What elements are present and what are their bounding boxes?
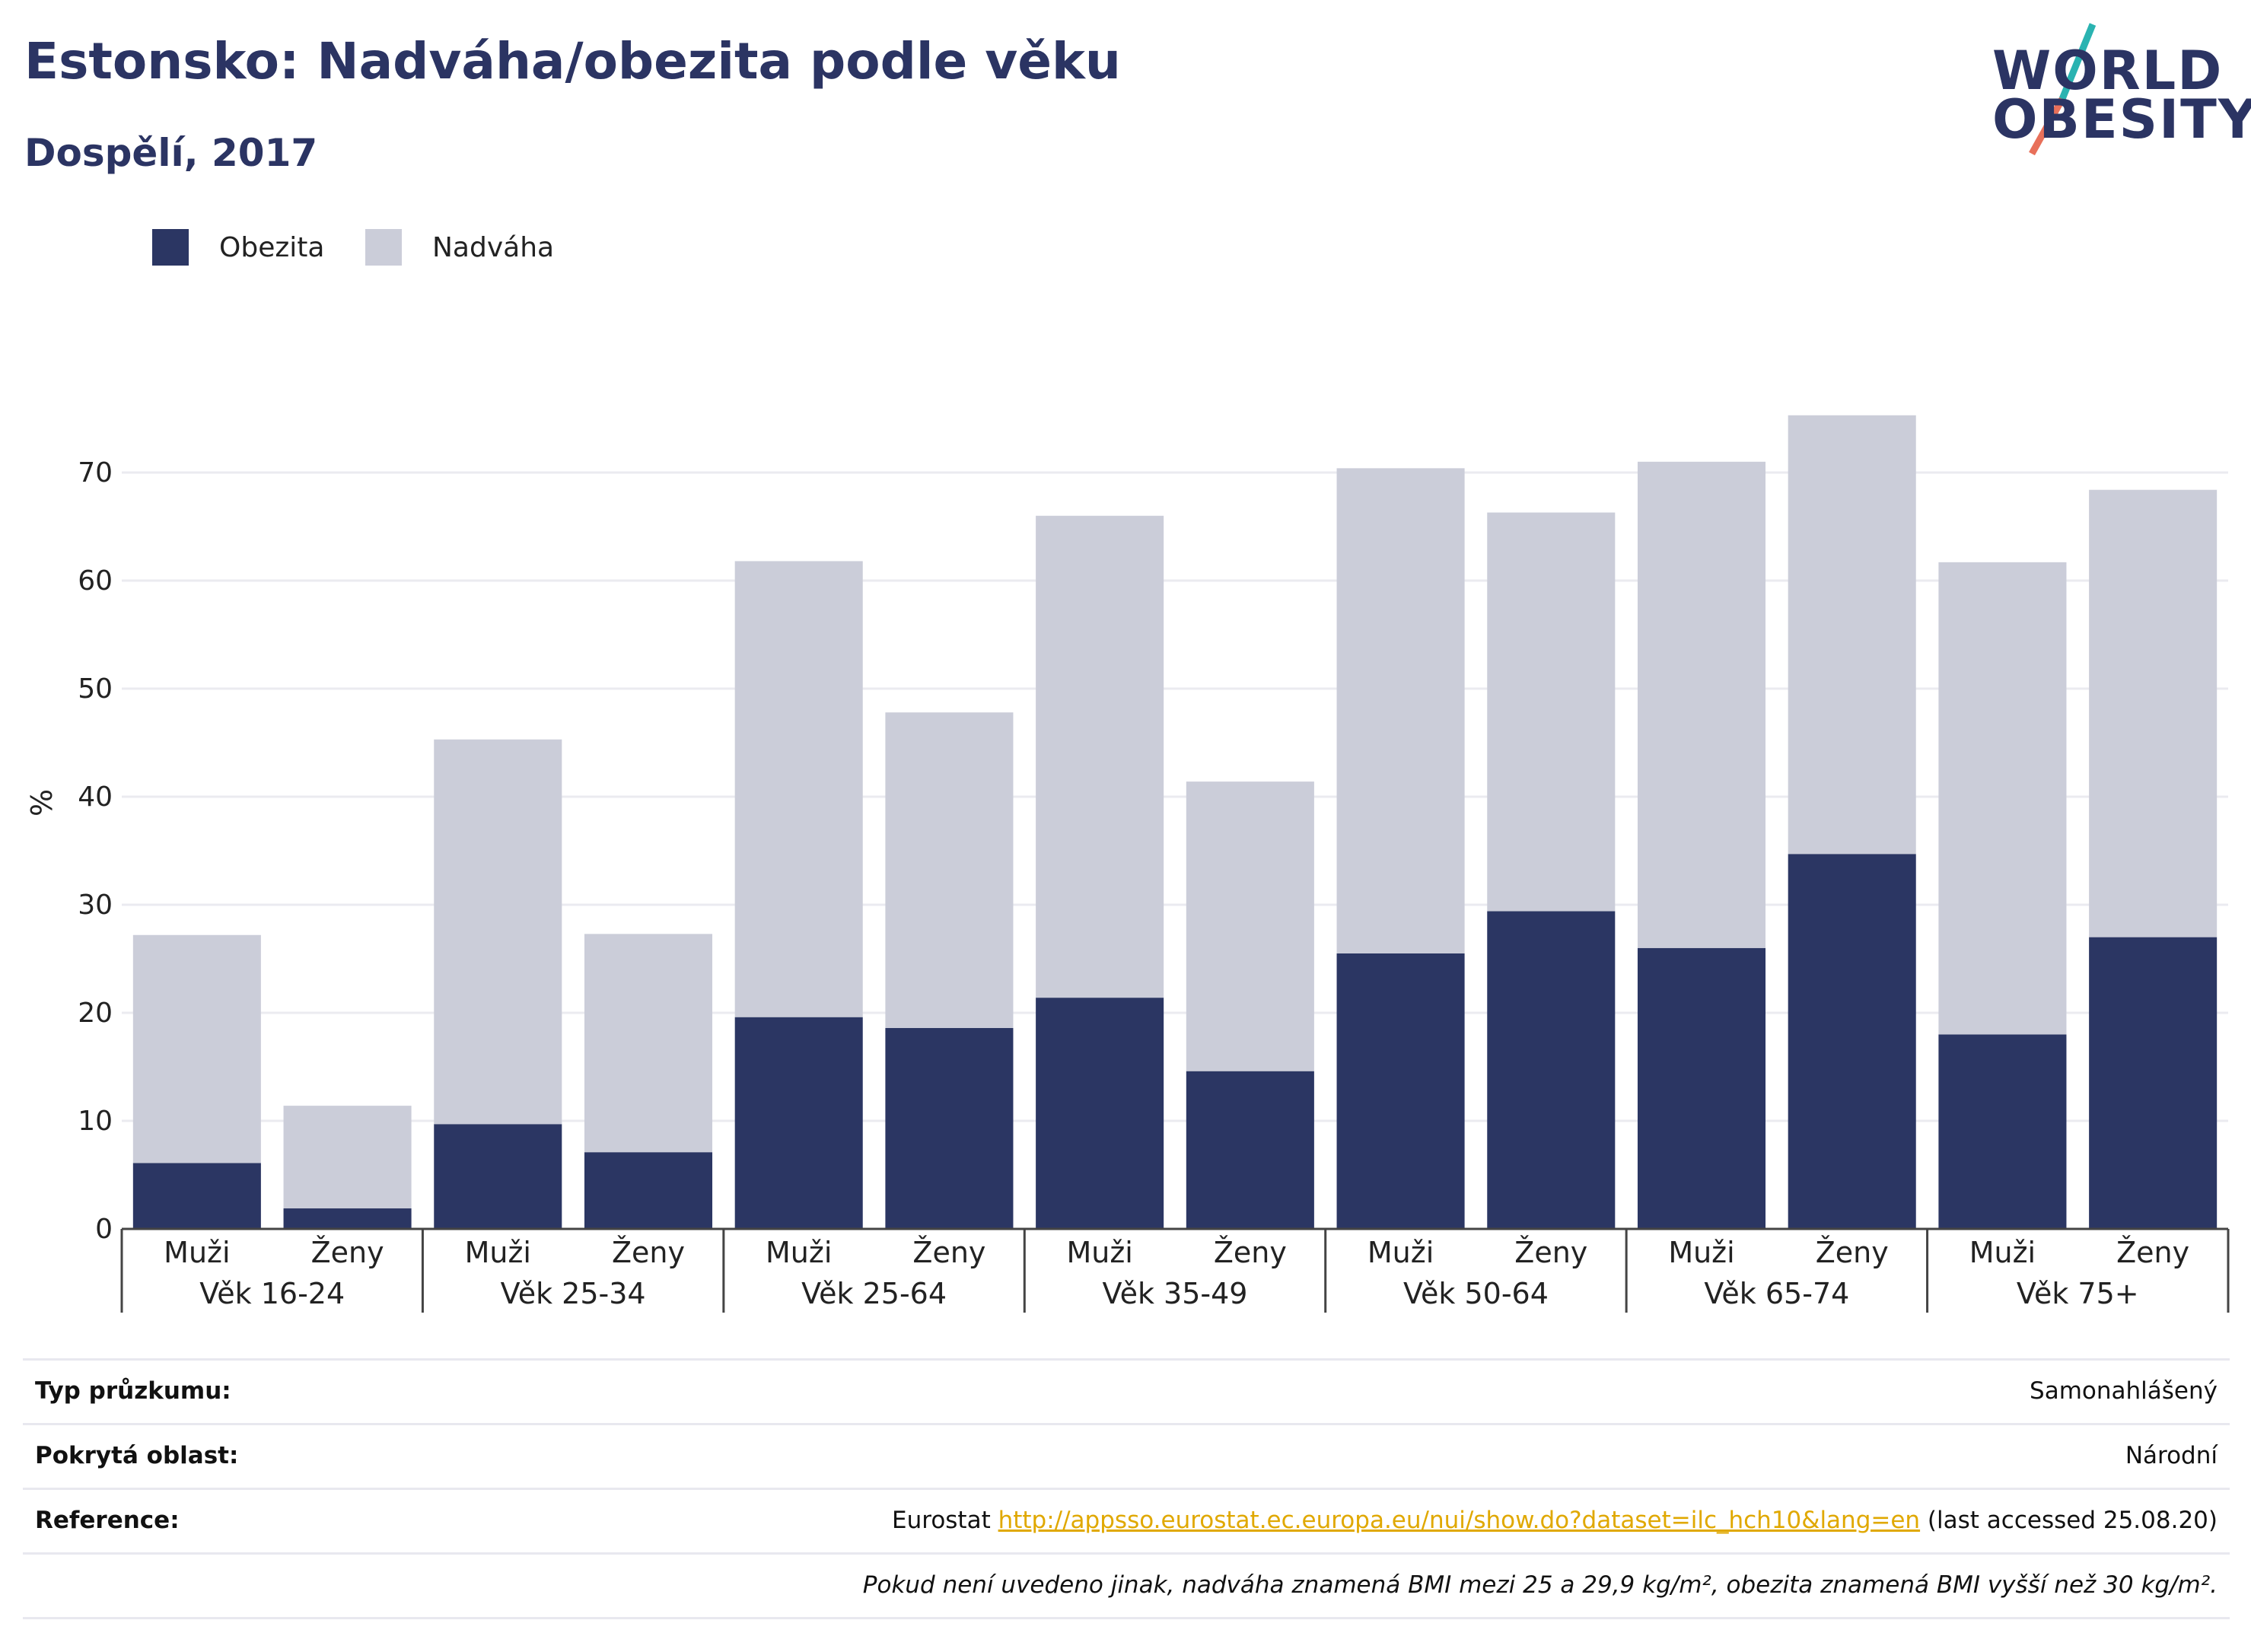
bar-segment-nadvaha — [132, 934, 261, 1163]
x-group-label: Věk 65-74 — [1704, 1277, 1849, 1310]
x-subcategory-label: Ženy — [1816, 1236, 1889, 1269]
bar-segment-nadvaha — [1487, 512, 1616, 912]
x-subcategory-label: Muži — [164, 1236, 230, 1269]
reference-suffix: (last accessed 25.08.20) — [1920, 1507, 2218, 1534]
bar-segment-nadvaha — [734, 561, 863, 1017]
bar-segment-obezita — [584, 1152, 713, 1229]
survey-type-value: Samonahlášený — [2030, 1377, 2218, 1405]
y-tick-label: 0 — [95, 1214, 113, 1245]
chart-subtitle: Dospělí, 2017 — [24, 131, 318, 175]
x-subcategory-label: Muži — [465, 1236, 531, 1269]
coverage-label: Pokrytá oblast: — [35, 1442, 239, 1469]
bar-segment-obezita — [2089, 937, 2218, 1229]
y-tick-label: 30 — [78, 890, 113, 921]
bar-segment-nadvaha — [1788, 415, 1916, 855]
bar-segment-obezita — [1637, 947, 1766, 1229]
definition-note-row: Pokud není uvedeno jinak, nadváha znamen… — [23, 1552, 2230, 1619]
logo-word-world: WORLD — [1992, 40, 2224, 102]
x-subcategory-label: Muži — [1367, 1236, 1434, 1269]
legend-swatch-obezita — [152, 229, 189, 266]
x-subcategory-label: Ženy — [2116, 1236, 2189, 1269]
bar-segment-obezita — [283, 1208, 412, 1229]
y-axis-title: % — [25, 789, 59, 816]
bar-segment-nadvaha — [1637, 461, 1766, 948]
y-tick-label: 50 — [78, 673, 113, 705]
metadata-table: Typ průzkumu: Samonahlášený Pokrytá obla… — [23, 1358, 2230, 1619]
y-tick-label: 70 — [78, 457, 113, 489]
definition-note: Pokud není uvedeno jinak, nadváha znamen… — [862, 1571, 2218, 1599]
bar-segment-obezita — [434, 1124, 562, 1229]
coverage-value: Národní — [2125, 1442, 2218, 1469]
bar-segment-nadvaha — [885, 712, 1014, 1028]
x-group-label: Věk 35-49 — [1103, 1277, 1248, 1310]
bar-segment-nadvaha — [283, 1106, 412, 1209]
y-tick-label: 20 — [78, 998, 113, 1029]
bar-segment-nadvaha — [1036, 515, 1164, 998]
logo-word-obesity: OBESITY — [1992, 88, 2251, 151]
world-obesity-logo: WORLD OBESITY — [1979, 23, 2251, 160]
bar-segment-obezita — [1788, 854, 1916, 1229]
reference-label: Reference: — [35, 1507, 180, 1534]
x-group-label: Věk 75+ — [2017, 1277, 2139, 1310]
bar-segment-obezita — [885, 1027, 1014, 1229]
legend-item-obezita: Obezita — [152, 228, 324, 266]
x-group-label: Věk 50-64 — [1403, 1277, 1549, 1310]
x-subcategory-label: Muži — [766, 1236, 832, 1269]
chart-title: Estonsko: Nadváha/obezita podle věku — [24, 32, 1121, 91]
x-subcategory-label: Ženy — [1214, 1236, 1287, 1269]
x-subcategory-label: Muži — [1668, 1236, 1734, 1269]
survey-type-row: Typ průzkumu: Samonahlášený — [23, 1358, 2230, 1423]
legend-item-nadvaha: Nadváha — [365, 228, 554, 266]
y-tick-label: 10 — [78, 1106, 113, 1137]
bar-segment-obezita — [1336, 953, 1465, 1229]
x-subcategory-label: Muži — [1066, 1236, 1132, 1269]
stacked-bar-chart: 0 10 20 30 40 50 60 70% Muži Ženy Muži Ženy Muži Ženy… — [25, 415, 2230, 1313]
x-subcategory-label: Muži — [1969, 1236, 2036, 1269]
x-subcategory-label: Ženy — [612, 1236, 685, 1269]
x-subcategory-label: Ženy — [311, 1236, 384, 1269]
bar-segment-nadvaha — [434, 739, 562, 1125]
legend-label-obezita: Obezita — [219, 231, 325, 263]
bar-segment-nadvaha — [1336, 468, 1465, 953]
reference-link[interactable]: http://appsso.eurostat.ec.europa.eu/nui/… — [998, 1507, 1921, 1534]
bar-segment-obezita — [1487, 911, 1616, 1229]
x-group-label: Věk 16-24 — [199, 1277, 345, 1310]
x-group-label: Věk 25-34 — [501, 1277, 646, 1310]
bar-segment-nadvaha — [584, 934, 713, 1153]
y-tick-label: 40 — [78, 781, 113, 813]
y-tick-label: 60 — [78, 565, 113, 597]
x-group-label: Věk 25-64 — [801, 1277, 947, 1310]
bar-segment-obezita — [1938, 1034, 2067, 1229]
legend-label-nadvaha: Nadváha — [432, 231, 555, 263]
x-subcategory-label: Ženy — [912, 1236, 985, 1269]
coverage-row: Pokrytá oblast: Národní — [23, 1423, 2230, 1488]
survey-type-label: Typ průzkumu: — [35, 1377, 231, 1405]
logo-slash-icon — [2029, 23, 2097, 156]
bar-segment-obezita — [1186, 1071, 1314, 1229]
bar-segment-nadvaha — [1186, 781, 1314, 1071]
reference-row: Reference: Eurostat http://appsso.eurost… — [23, 1488, 2230, 1552]
reference-value: Eurostat http://appsso.eurostat.ec.europ… — [892, 1507, 2218, 1534]
bar-segment-nadvaha — [1938, 562, 2067, 1035]
bar-segment-nadvaha — [2089, 489, 2218, 937]
bar-segment-obezita — [132, 1163, 261, 1229]
bar-segment-obezita — [1036, 998, 1164, 1229]
legend-swatch-nadvaha — [365, 229, 402, 266]
bar-segment-obezita — [734, 1017, 863, 1229]
reference-prefix: Eurostat — [892, 1507, 998, 1534]
x-subcategory-label: Ženy — [1514, 1236, 1587, 1269]
